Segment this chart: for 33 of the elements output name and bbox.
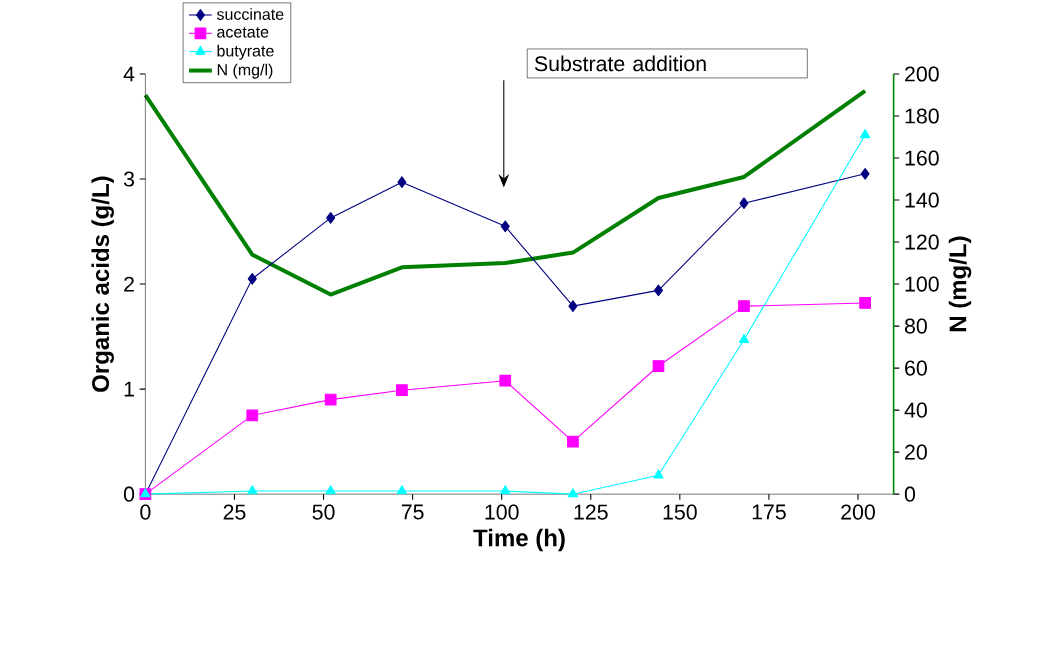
x-tick-label: 50 <box>312 504 335 520</box>
y2-tick-label: 120 <box>905 234 939 250</box>
legend-label: butyrate <box>217 44 274 60</box>
x-tick-label: 75 <box>401 504 424 520</box>
x-tick-label: 0 <box>140 504 151 520</box>
legend-label: acetate <box>217 27 269 38</box>
text: Substrate addition <box>534 55 706 72</box>
y2-tick-label: 80 <box>904 318 927 334</box>
y2-tick-label: 20 <box>905 444 927 460</box>
y2-tick-label: 180 <box>905 108 939 124</box>
legend-label: succinate <box>216 8 284 20</box>
y-axis-title: Organic acids (g/L) <box>91 176 114 392</box>
x-tick-label: 125 <box>574 504 608 520</box>
y-tick-label: 2 <box>124 276 134 292</box>
x-axis-title: Time (h) <box>473 528 565 552</box>
x-tick-label: 200 <box>841 504 875 520</box>
x-tick-label: 100 <box>485 504 519 520</box>
y2-tick-label: 40 <box>904 402 927 418</box>
y-tick-label: 3 <box>123 171 135 187</box>
x-tick-label: 25 <box>223 504 246 520</box>
y2-tick-label: 160 <box>905 150 939 166</box>
y-tick-label: 4 <box>123 66 135 82</box>
y2-tick-label: 140 <box>905 192 939 208</box>
legend-label: N (mg/l) <box>217 63 273 79</box>
y2-tick-label: 200 <box>905 66 939 82</box>
y2-tick-label: 60 <box>905 360 927 376</box>
x-tick-label: 150 <box>663 504 697 520</box>
x-tick-label: 175 <box>752 504 786 520</box>
y-tick-label: 1 <box>124 381 134 397</box>
y2-axis-title: N (mg/L) <box>948 236 972 332</box>
y-tick-label: 0 <box>123 486 135 502</box>
y2-tick-label: 0 <box>904 486 916 502</box>
y2-tick-label: 100 <box>905 276 939 292</box>
